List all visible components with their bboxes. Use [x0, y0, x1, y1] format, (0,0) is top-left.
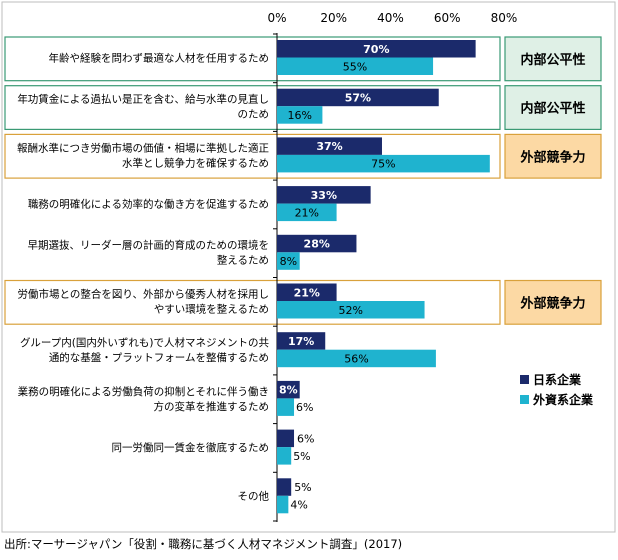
- highlight-tag-box: [504, 279, 602, 325]
- x-tick-label: 80%: [491, 11, 518, 25]
- bar-japanese: [277, 40, 476, 58]
- bar-foreign: [277, 447, 292, 465]
- category-label: グループ内(国内外いずれも)で人材マネジメントの共: [20, 336, 270, 349]
- highlight-tag-label: 内部公平性: [520, 101, 585, 117]
- bar-foreign: [277, 349, 436, 368]
- value-label-japanese: 21%: [294, 286, 320, 299]
- legend-swatch: [520, 375, 529, 384]
- value-label-foreign: 56%: [344, 352, 368, 365]
- bar-foreign: [277, 398, 295, 416]
- value-label-japanese: 33%: [311, 189, 337, 202]
- highlight-tag-label: 内部公平性: [520, 52, 585, 68]
- bar-japanese: [277, 234, 357, 253]
- value-label-foreign: 16%: [287, 109, 311, 122]
- source-note: 出所:マーサージャパン「役割・職務に基づく人材マネジメント調査」(2017): [4, 537, 403, 551]
- bar-foreign: [277, 154, 490, 173]
- x-tick-label: 60%: [434, 11, 461, 25]
- category-label: 通的な基盤・プラットフォームを整備するため: [49, 351, 269, 364]
- legend-label: 日系企業: [533, 372, 582, 387]
- value-label-japanese: 28%: [304, 238, 330, 251]
- category-label: 方の変革を推進するため: [154, 400, 270, 413]
- category-label: 整えるため: [217, 254, 269, 267]
- category-label: 早期選抜、リーダー層の計画的育成のための環境を: [28, 239, 270, 252]
- highlight-tag-box: [504, 85, 602, 130]
- bar-japanese: [277, 137, 382, 155]
- category-label: のため: [238, 109, 270, 121]
- value-label-foreign: 52%: [339, 304, 363, 317]
- value-label-foreign: 8%: [280, 255, 297, 268]
- highlight-row-box: [4, 36, 501, 82]
- category-label: 年功賃金による過払い是正を含む、給与水準の見直し: [17, 93, 269, 106]
- bar-japanese: [277, 478, 292, 496]
- bar-japanese: [277, 88, 439, 107]
- value-label-foreign: 55%: [343, 60, 367, 73]
- value-label-foreign: 4%: [290, 499, 307, 512]
- bar-foreign: [277, 252, 300, 270]
- bar-foreign: [277, 106, 323, 124]
- category-label: やすい環境を整えるため: [154, 302, 269, 315]
- value-label-foreign: 75%: [371, 158, 395, 171]
- highlight-tag-box: [504, 36, 602, 82]
- value-label-japanese: 6%: [297, 432, 314, 445]
- category-label: その他: [238, 490, 270, 503]
- highlight-row-box: [4, 85, 501, 130]
- category-label: 労働市場との整合を図り、外部から優秀人材を採用し: [18, 287, 269, 300]
- highlight-tag-box: [504, 133, 602, 179]
- bar-japanese: [277, 429, 295, 448]
- bar-foreign: [277, 301, 425, 319]
- value-label-japanese: 37%: [316, 140, 342, 153]
- value-label-foreign: 5%: [293, 450, 310, 463]
- bar-foreign: [277, 57, 434, 75]
- bar-japanese: [277, 380, 300, 399]
- legend-label: 外資系企業: [533, 392, 594, 407]
- x-tick-label: 0%: [267, 11, 286, 25]
- highlight-tag-label: 外部競争力: [519, 295, 585, 311]
- category-label: 年齢や経験を問わず最適な人材を任用するため: [49, 51, 270, 64]
- chart-frame: [1, 1, 616, 533]
- x-tick-label: 40%: [377, 11, 404, 25]
- category-label: 同一労働同一賃金を徹底するため: [112, 441, 270, 454]
- bar-foreign: [277, 203, 337, 222]
- value-label-japanese: 5%: [294, 481, 311, 494]
- value-label-japanese: 57%: [345, 91, 371, 104]
- category-label: 報酬水準につき労働市場の価値・相場に準拠した適正: [17, 141, 269, 154]
- category-label: 業務の明確化による労働負荷の抑制とそれに伴う働き: [18, 385, 269, 398]
- x-tick-label: 20%: [320, 11, 347, 25]
- bar-japanese: [277, 186, 371, 204]
- value-label-foreign: 21%: [295, 206, 319, 219]
- bar-japanese: [277, 332, 326, 350]
- value-label-foreign: 6%: [296, 401, 313, 414]
- legend-swatch: [520, 395, 529, 404]
- highlight-row-box: [4, 133, 501, 179]
- highlight-row-box: [4, 279, 501, 325]
- value-label-japanese: 70%: [363, 43, 389, 56]
- category-label: 職務の明確化による効率的な働き方を促進するため: [28, 197, 269, 210]
- highlight-tag-label: 外部競争力: [519, 149, 585, 165]
- category-label: 水準とし競争力を確保するため: [122, 156, 269, 169]
- value-label-japanese: 8%: [279, 384, 298, 397]
- bar-foreign: [277, 495, 289, 514]
- value-label-japanese: 17%: [288, 335, 314, 348]
- bar-japanese: [277, 283, 337, 301]
